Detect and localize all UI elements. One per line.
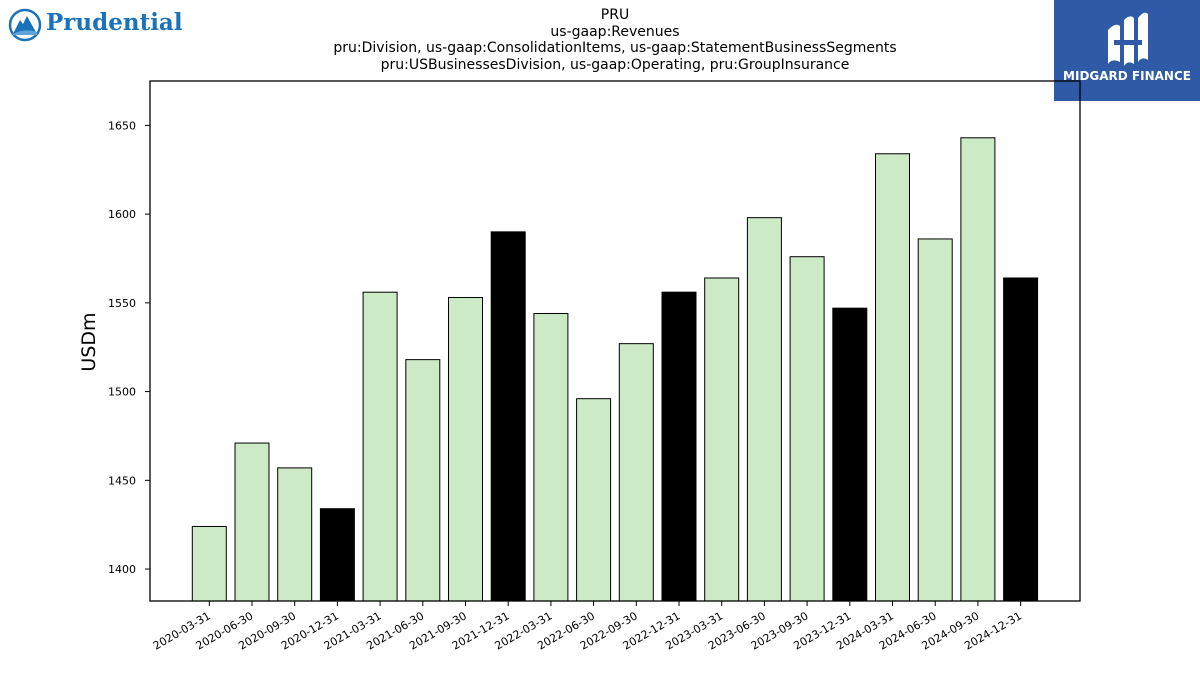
y-tick-label-1450: 1450 [108,474,136,487]
y-tick-label-1500: 1500 [108,386,136,399]
y-tick-label-1550: 1550 [108,297,136,310]
bar-2023-09-30 [789,256,825,602]
y-tick-label-1400: 1400 [108,563,136,576]
bar-2024-06-30 [917,238,953,602]
chart-titles: PRU us-gaap:Revenues pru:Division, us-ga… [150,7,1080,73]
prudential-name: Prudential [46,9,183,36]
bar-2023-12-31 [832,307,868,602]
bar-2023-03-31 [704,277,740,602]
y-tick-label-1600: 1600 [108,208,136,221]
bar-2022-12-31 [661,291,697,602]
midgard-finance-logo: MIDGARD FINANCE [1054,0,1200,101]
chart-title-concept: us-gaap:Revenues [550,23,680,40]
bar-2021-09-30 [448,297,483,602]
y-axis-label: USDm [78,312,100,371]
midgard-finance-name: MIDGARD FINANCE [1063,69,1191,83]
bar-2020-03-31 [191,525,227,602]
bar-2024-09-30 [960,137,996,602]
plot-frame [149,80,1081,602]
bar-2022-06-30 [576,398,612,602]
bar-2021-03-31 [362,291,398,602]
chart-title-axes: pru:Division, us-gaap:ConsolidationItems… [333,40,897,56]
bar-2024-03-31 [875,153,910,602]
y-tick-label-1650: 1650 [108,119,136,132]
bar-2024-12-31 [1003,277,1039,602]
bar-2021-12-31 [490,231,526,602]
bar-2020-09-30 [277,467,313,602]
midgard-mark-icon [1054,0,1200,101]
bar-2022-09-30 [618,343,654,602]
chart-title-ticker: PRU [600,7,630,23]
bar-2023-06-30 [746,217,782,602]
bar-2021-06-30 [405,359,441,602]
bar-2020-12-31 [319,508,355,602]
bar-2022-03-31 [533,312,569,602]
chart-title-members: pru:USBusinessesDivision, us-gaap:Operat… [380,56,850,73]
rock-icon [8,8,42,42]
prudential-logo: Prudential [8,6,183,44]
bar-2020-06-30 [234,442,270,602]
